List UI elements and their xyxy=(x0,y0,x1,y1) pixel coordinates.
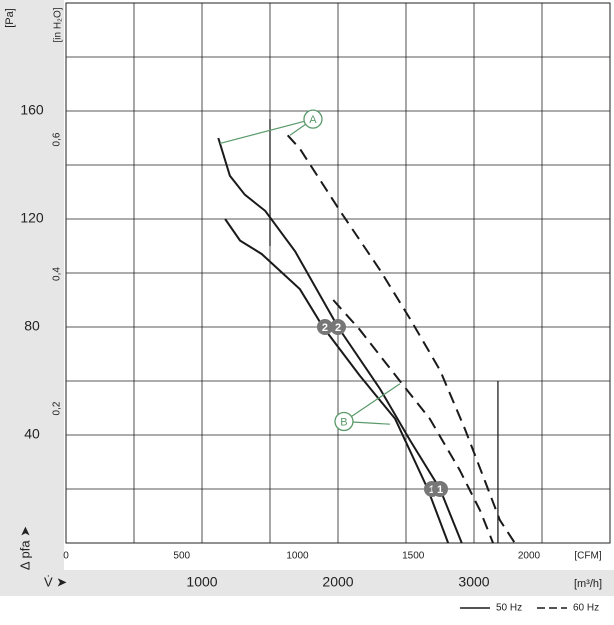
legend-label: 50 Hz xyxy=(496,603,522,614)
x-symbol: V̇ ➤ xyxy=(44,574,67,589)
y-tick-label: 40 xyxy=(24,426,40,442)
axis-panel xyxy=(0,0,64,570)
curve-badge-label: 1 xyxy=(437,484,443,496)
curve-badge xyxy=(432,481,448,497)
x-axis-band xyxy=(0,570,614,596)
fan-curve xyxy=(217,137,463,544)
x2-label: [CFM] xyxy=(574,551,601,562)
y-tick-label: 120 xyxy=(20,210,44,226)
y-label: [Pa] xyxy=(4,8,16,28)
x2-tick-label: 1500 xyxy=(402,551,425,562)
x2-tick-label: 500 xyxy=(173,551,190,562)
curve-badge xyxy=(330,319,346,335)
x-tick-label: 1000 xyxy=(186,574,217,590)
curve-badge-label: 2 xyxy=(335,322,341,334)
callout-label: B xyxy=(340,416,347,428)
x2-tick-label: 1000 xyxy=(286,551,309,562)
y2-tick-label: 0,4 xyxy=(52,267,63,281)
y-tick-label: 80 xyxy=(24,318,40,334)
x-tick-label: 2000 xyxy=(322,574,353,590)
curve-badge-label: 1 xyxy=(429,484,435,496)
fan-curve xyxy=(332,299,494,544)
fan-curve xyxy=(286,134,516,544)
x2-tick-label: 0 xyxy=(63,551,69,562)
x-label: [m³/h] xyxy=(574,578,602,590)
x2-tick-label: 2000 xyxy=(518,551,541,562)
x-tick-label: 3000 xyxy=(458,574,489,590)
callout-label: A xyxy=(309,114,317,126)
callout-leader xyxy=(219,118,314,144)
y2-tick-label: 0,2 xyxy=(52,401,63,415)
curve-badge-label: 2 xyxy=(322,322,328,334)
legend-label: 60 Hz xyxy=(573,603,599,614)
callout-circle xyxy=(334,411,354,432)
callout-leader xyxy=(343,383,401,422)
y-symbol: Δ pfa ➤ xyxy=(17,526,32,570)
y-tick-label: 160 xyxy=(20,102,44,118)
y2-label: [in H₂O] xyxy=(53,7,64,42)
y2-tick-label: 0,6 xyxy=(52,132,63,146)
callout-circle xyxy=(303,109,323,129)
curve-badge xyxy=(316,319,333,335)
